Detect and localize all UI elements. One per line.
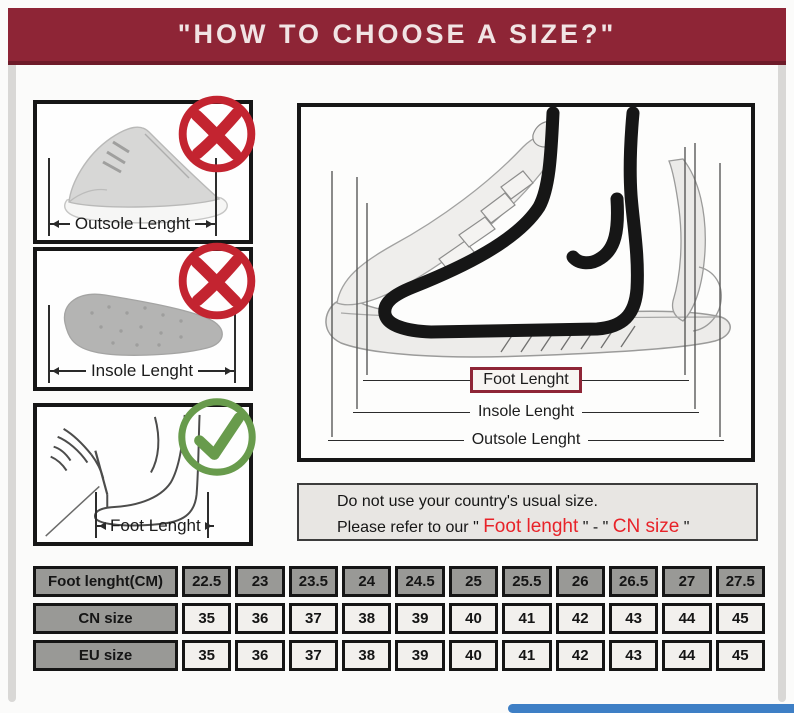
- table-cell: 24.5: [395, 566, 445, 597]
- table-cell: 36: [235, 603, 285, 634]
- notice-line1: Do not use your country's usual size.: [337, 493, 598, 510]
- page-border-left: [8, 60, 16, 702]
- table-cell: 22.5: [182, 566, 232, 597]
- arrow-right-icon: [195, 220, 215, 228]
- dimension-line: [588, 439, 724, 441]
- sneaker-side-illustration: [64, 126, 228, 224]
- insole-length-dimension: Insole Lenght: [50, 361, 234, 381]
- table-cell: 35: [182, 603, 232, 634]
- page-title-text: "HOW TO CHOOSE A SIZE?": [177, 19, 617, 49]
- table-cell: 24: [342, 566, 392, 597]
- foot-in-shoe-diagram: Foot Lenght Insole Lenght Outsole Lenght: [297, 103, 755, 462]
- outsole-length-label-row: Outsole Lenght: [328, 431, 724, 449]
- dimension-tick: [234, 305, 236, 383]
- dimension-line: [353, 411, 470, 413]
- table-cell: 23: [235, 566, 285, 597]
- table-cell: 42: [555, 640, 605, 671]
- arrow-left-icon: [50, 367, 86, 375]
- page-border-right: [778, 60, 786, 702]
- outsole-length-label: Outsole Lenght: [471, 431, 581, 448]
- table-cell: 27.5: [715, 566, 765, 597]
- panel-label: Insole Lenght: [90, 361, 194, 380]
- table-cell: 25.5: [502, 566, 552, 597]
- table-cell: 40: [448, 603, 499, 634]
- table-cell: 25: [448, 566, 499, 597]
- panel-outsole-wrong: Outsole Lenght: [33, 95, 256, 244]
- table-cell: 42: [555, 603, 605, 634]
- panel-foot-correct: Foot Lenght: [33, 398, 256, 546]
- table-cell: 36: [235, 640, 285, 671]
- cross-stamp-icon: [178, 242, 256, 320]
- arrow-right-icon: [204, 522, 214, 530]
- table-cell: 38: [342, 603, 392, 634]
- notice-quote: ": [679, 519, 690, 537]
- table-row-header: Foot lenght(CM): [33, 566, 178, 597]
- notice-separator: " - ": [578, 519, 613, 537]
- table-cell: 35: [182, 640, 232, 671]
- check-stamp-icon: [178, 398, 256, 476]
- dimension-line: [582, 411, 700, 413]
- dimension-tick: [95, 492, 97, 538]
- table-cell: 26.5: [608, 566, 659, 597]
- table-cell: 37: [288, 603, 339, 634]
- notice-quote: ": [473, 519, 484, 537]
- table-cell: 41: [502, 640, 552, 671]
- table-cell: 23.5: [288, 566, 339, 597]
- table-cell: 45: [715, 603, 765, 634]
- dimension-line: [328, 439, 464, 441]
- dimension-tick: [48, 158, 50, 236]
- horizontal-scrollbar-thumb[interactable]: [508, 704, 794, 713]
- notice-line2: Please refer to our " Foot lenght " - " …: [337, 513, 756, 541]
- notice-cn-size-highlight: CN size: [612, 516, 680, 538]
- table-cell: 26: [555, 566, 605, 597]
- foot-length-label: Foot Lenght: [470, 367, 582, 393]
- table-cell: 44: [662, 603, 712, 634]
- table-cell: 41: [502, 603, 552, 634]
- table-cell: 39: [395, 603, 445, 634]
- size-notice: Do not use your country's usual size. Pl…: [297, 483, 758, 541]
- page-title: "HOW TO CHOOSE A SIZE?": [8, 8, 786, 65]
- table-cell: 37: [288, 640, 339, 671]
- foot-length-label-row: Foot Lenght: [363, 367, 689, 393]
- arrow-left-icon: [50, 220, 70, 228]
- table-cell: 40: [448, 640, 499, 671]
- table-cell: 38: [342, 640, 392, 671]
- notice-foot-length-highlight: Foot lenght: [483, 516, 579, 538]
- dimension-tick: [48, 305, 50, 383]
- insole-length-label-row: Insole Lenght: [353, 403, 700, 421]
- outsole-length-dimension: Outsole Lenght: [50, 214, 215, 234]
- table-row-header: EU size: [33, 640, 178, 671]
- size-conversion-table: Foot lenght(CM) 22.5 23 23.5 24 24.5 25 …: [33, 566, 765, 671]
- table-cell: 43: [608, 603, 659, 634]
- arrow-right-icon: [198, 367, 234, 375]
- dimension-line: [581, 379, 689, 381]
- table-cell: 44: [662, 640, 712, 671]
- arrow-left-icon: [97, 522, 106, 530]
- table-cell: 43: [608, 640, 659, 671]
- foot-in-shoe-illustration: [325, 107, 731, 437]
- table-cell: 39: [395, 640, 445, 671]
- dimension-line: [363, 379, 471, 381]
- cross-stamp-icon: [178, 95, 256, 173]
- insole-illustration: [63, 293, 223, 356]
- panel-label: Outsole Lenght: [74, 214, 191, 233]
- panel-insole-wrong: Insole Lenght: [33, 242, 256, 391]
- table-cell: 27: [662, 566, 712, 597]
- table-row-header: CN size: [33, 603, 178, 634]
- insole-length-label: Insole Lenght: [477, 403, 575, 420]
- panel-label: Foot Lenght: [110, 516, 201, 535]
- notice-line2-prefix: Please refer to our: [337, 519, 474, 537]
- dimension-tick: [207, 492, 209, 538]
- foot-length-dimension: Foot Lenght: [97, 516, 214, 536]
- dimension-tick: [215, 158, 217, 236]
- table-cell: 45: [715, 640, 765, 671]
